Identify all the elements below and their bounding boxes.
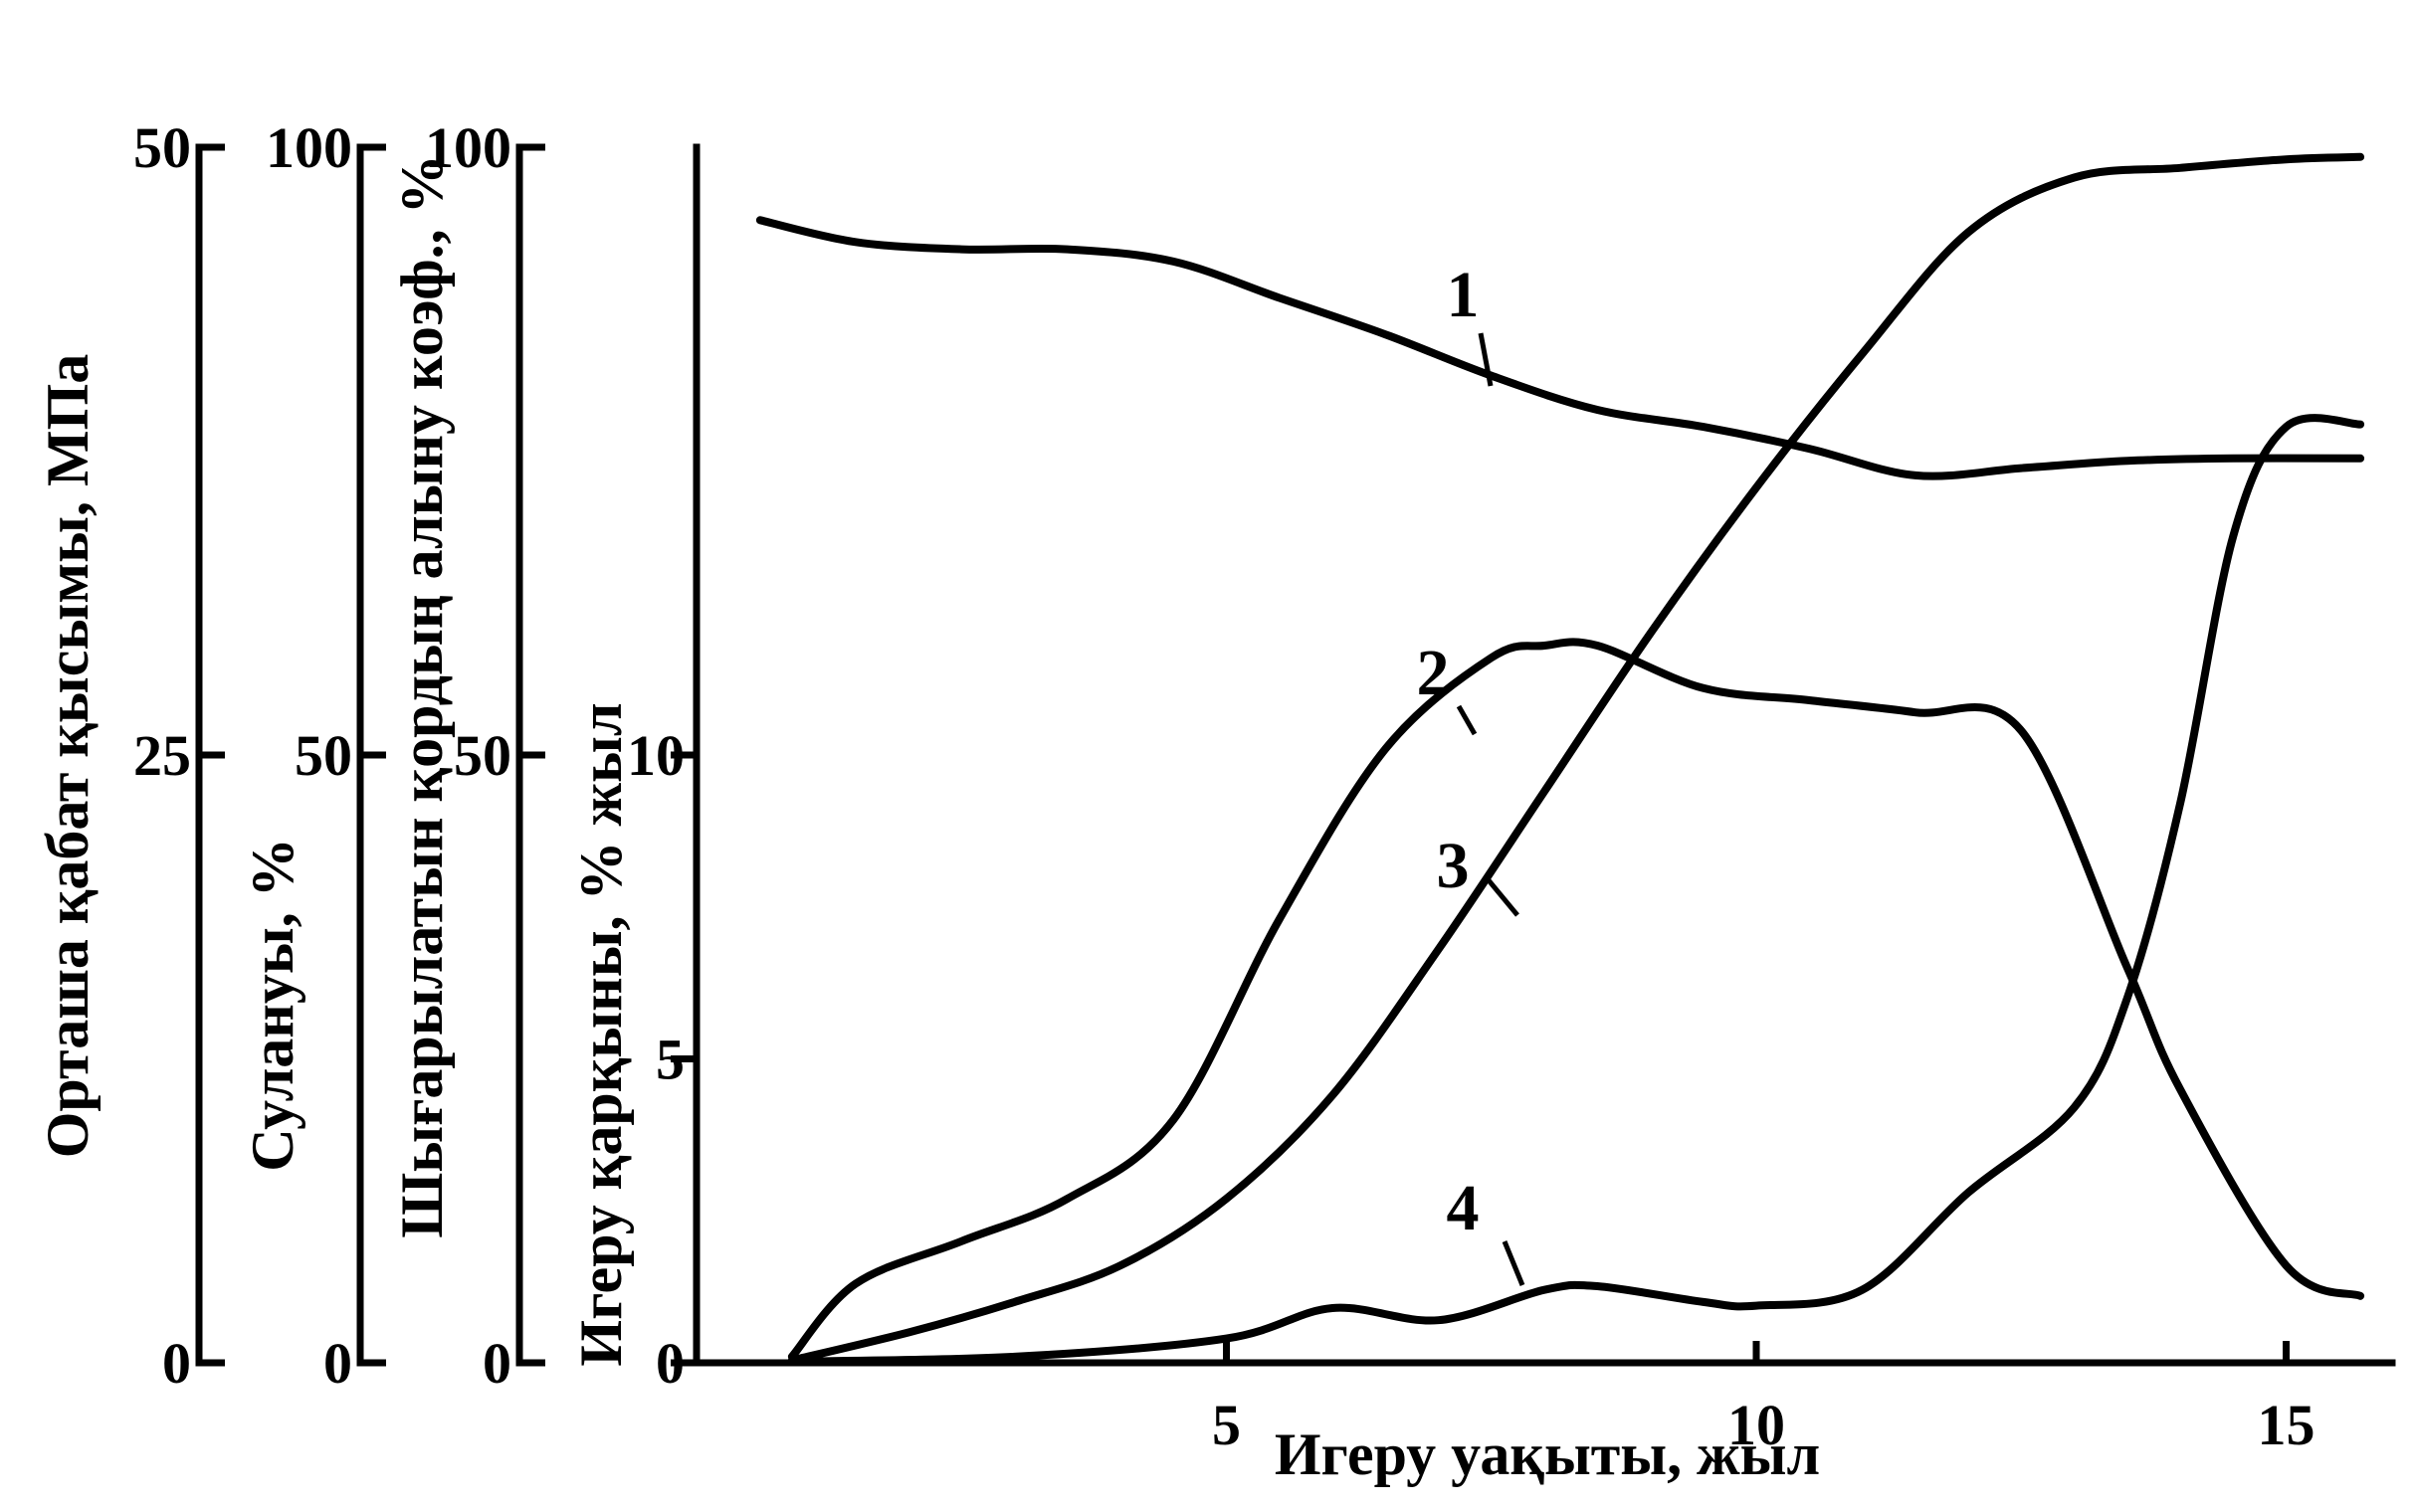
rate-tick-label: 5 bbox=[656, 1028, 685, 1092]
x-ticks: 5 10 15 bbox=[1212, 1341, 2315, 1457]
curve-4-leader bbox=[1502, 1240, 1525, 1286]
watercut-axis-title: Сулануы, % bbox=[240, 838, 305, 1171]
recovery-axis-title: Шығарылатын қордың алыну коэф., % bbox=[389, 154, 455, 1237]
curve-1-label: 1 bbox=[1447, 259, 1480, 331]
watercut-tick-label: 0 bbox=[323, 1331, 352, 1396]
curve-1 bbox=[755, 216, 2365, 480]
rate-tick-label: 0 bbox=[656, 1331, 685, 1396]
curve-4 bbox=[787, 414, 2365, 1366]
recovery-tick-label: 50 bbox=[454, 723, 511, 788]
rate-tick-label: 10 bbox=[627, 723, 685, 788]
curve-3 bbox=[787, 152, 2365, 1365]
watercut-tick-label: 50 bbox=[295, 723, 352, 788]
pressure-tick-label: 50 bbox=[133, 115, 191, 180]
x-axis-title: Игеру уақыты, жыл bbox=[1275, 1421, 1820, 1487]
watercut-tick-label: 100 bbox=[266, 115, 352, 180]
recovery-tick-label: 100 bbox=[425, 115, 511, 180]
x-tick-label: 5 bbox=[1212, 1393, 1241, 1457]
curve-3-label: 3 bbox=[1437, 830, 1470, 902]
y-ticks: 0 25 50 0 50 100 0 50 100 0 5 10 bbox=[133, 115, 697, 1396]
pressure-tick-label: 25 bbox=[133, 723, 191, 788]
curve-4-label: 4 bbox=[1447, 1172, 1480, 1244]
curves bbox=[755, 152, 2365, 1366]
curve-2 bbox=[787, 638, 2365, 1361]
x-tick-label: 10 bbox=[1727, 1393, 1785, 1457]
pressure-axis-title: Орташа қабат қысымы, МПа bbox=[35, 354, 101, 1159]
x-tick-label: 15 bbox=[2258, 1393, 2315, 1457]
rate-axis-title: Игеру қарқыны, % жыл bbox=[568, 702, 634, 1366]
curve-3-leader bbox=[1487, 878, 1519, 917]
curve-2-leader bbox=[1456, 704, 1478, 736]
recovery-tick-label: 0 bbox=[483, 1331, 511, 1396]
pressure-tick-label: 0 bbox=[162, 1331, 191, 1396]
curve-labels: 1 2 3 4 bbox=[1417, 259, 1525, 1286]
curve-1-leader bbox=[1478, 332, 1494, 387]
curve-2-label: 2 bbox=[1417, 637, 1450, 709]
